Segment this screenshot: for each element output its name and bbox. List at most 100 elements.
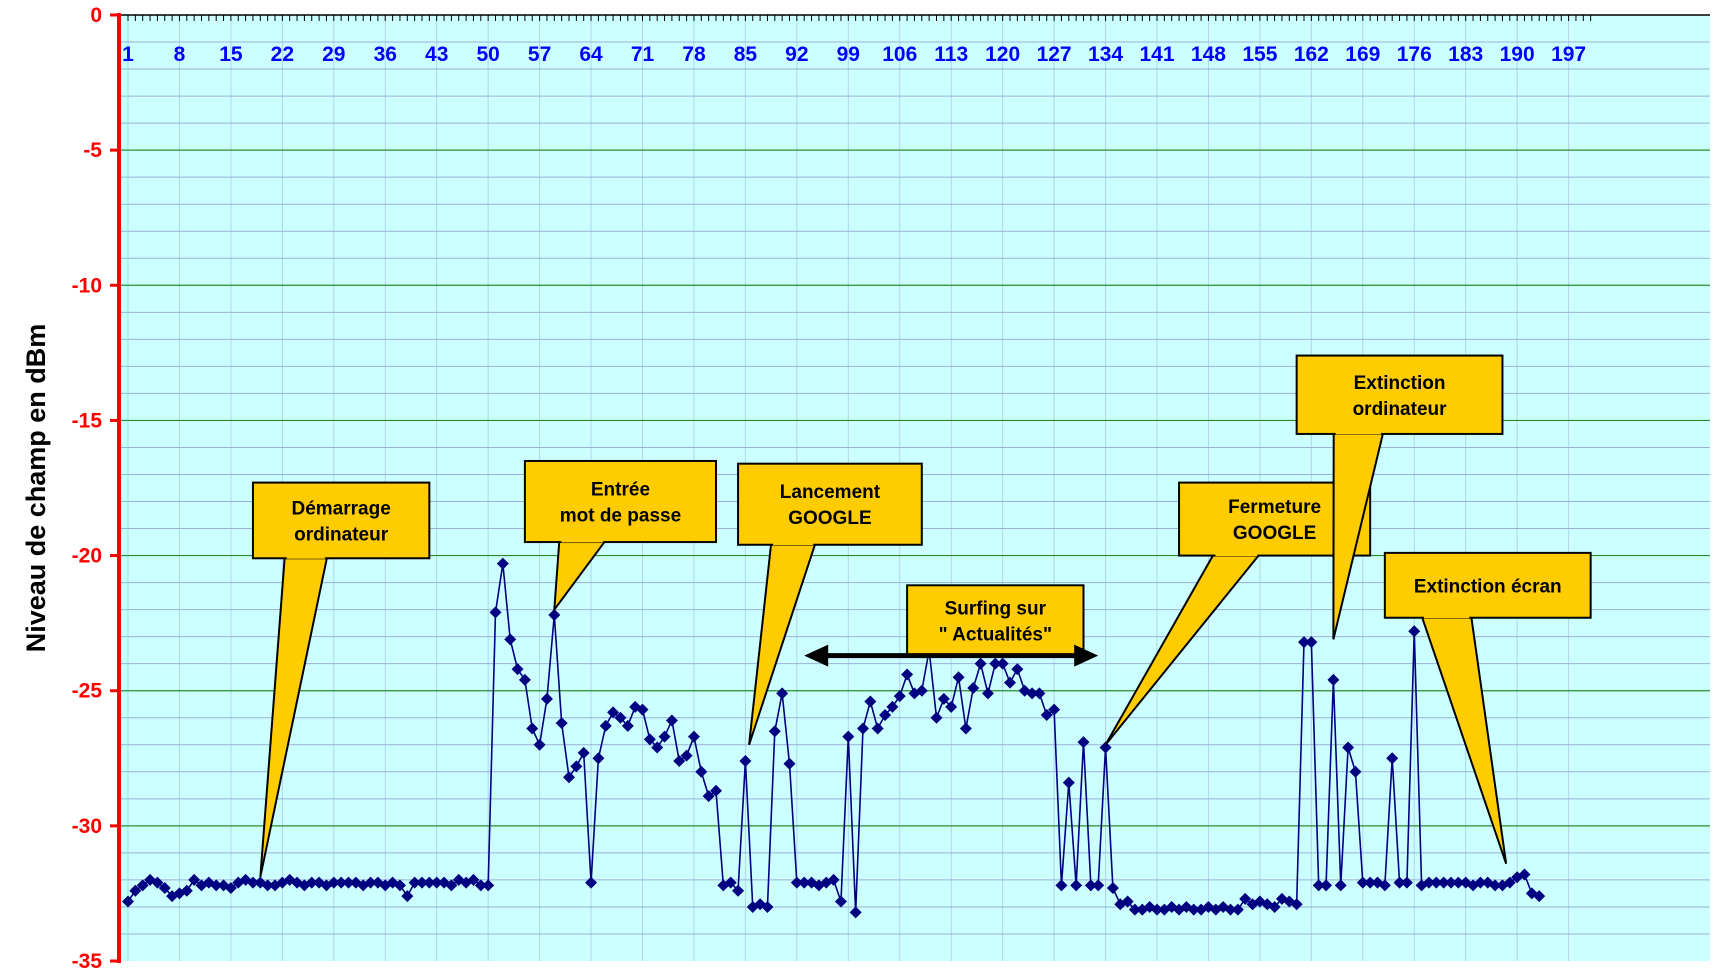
data-point [1084, 879, 1097, 892]
data-point [1305, 636, 1318, 649]
data-point [989, 657, 1002, 670]
arrow-head-right [1074, 644, 1099, 667]
data-point [151, 876, 164, 889]
data-point [335, 876, 348, 889]
data-point [1121, 895, 1134, 908]
data-point [342, 876, 355, 889]
data-point [548, 609, 561, 622]
data-point [393, 879, 406, 892]
data-point [136, 879, 149, 892]
callout-entree: Entrée mot de passe [523, 459, 718, 613]
data-point [1327, 673, 1340, 686]
data-point [592, 752, 605, 765]
data-point [680, 749, 693, 762]
data-point [776, 687, 789, 700]
data-point [526, 722, 539, 735]
data-point [1349, 765, 1362, 778]
series-line-group [122, 557, 1546, 919]
x-tick-label: 127 [1037, 43, 1072, 66]
data-point [122, 895, 134, 908]
data-point [959, 722, 972, 735]
data-point [1312, 879, 1325, 892]
data-point [614, 711, 627, 724]
data-point [1040, 709, 1053, 722]
data-point [1268, 900, 1281, 913]
data-point [996, 657, 1009, 670]
callout-text: Extinction [1354, 373, 1446, 394]
data-point [1422, 876, 1435, 889]
data-point [1378, 879, 1391, 892]
data-point [489, 606, 502, 619]
data-point [1430, 876, 1443, 889]
x-tick-label: 43 [425, 43, 448, 66]
callout-text: mot de passe [560, 506, 681, 527]
data-point [1437, 876, 1450, 889]
data-point [1474, 876, 1487, 889]
data-point [1151, 903, 1163, 916]
y-tick-label: -5 [83, 139, 102, 162]
data-point [1026, 687, 1039, 700]
x-tick-label: 99 [837, 43, 860, 66]
callout-demarrage: Démarrage ordinateur [251, 481, 431, 878]
x-tick-label: 57 [528, 43, 551, 66]
y-tick-label: -25 [72, 680, 103, 703]
data-point [533, 738, 546, 751]
data-point [651, 741, 664, 754]
data-point [658, 730, 671, 743]
x-tick-label: 197 [1551, 43, 1586, 66]
data-point [974, 657, 987, 670]
data-point [1400, 876, 1413, 889]
data-point [327, 876, 340, 889]
data-point [915, 684, 928, 697]
arrow-head-left [804, 644, 829, 667]
x-tick-label: 29 [322, 43, 345, 66]
data-point [246, 876, 259, 889]
x-tick-label: 85 [734, 43, 758, 66]
data-point [188, 873, 201, 886]
data-point [1408, 625, 1421, 638]
x-axis-tick-marks [127, 15, 1592, 21]
x-tick-label: 148 [1191, 43, 1226, 66]
y-tick-label: -20 [72, 545, 102, 568]
data-point [643, 733, 656, 746]
x-axis-ticks: 1 8 15 22 29 36 43 50 57 64 71 78 85 92 99 106 113 120 127… [122, 43, 1586, 66]
data-point [879, 709, 892, 722]
data-point [732, 884, 745, 897]
data-point [445, 879, 458, 892]
callout-box [251, 481, 431, 560]
data-point [1298, 636, 1310, 649]
x-tick-label: 141 [1139, 43, 1174, 66]
callout-box [523, 459, 718, 544]
data-point [1231, 903, 1244, 916]
y-axis-label: Niveau de champ en dBm [21, 324, 51, 653]
data-point [416, 876, 428, 889]
data-point [945, 700, 958, 713]
callout-lancement: Lancement GOOGLE [737, 462, 923, 746]
data-point [1004, 676, 1016, 689]
x-tick-label: 106 [882, 43, 917, 66]
x-tick-label: 92 [785, 43, 808, 66]
data-point [1342, 741, 1355, 754]
data-point [967, 682, 980, 695]
data-point [621, 719, 634, 732]
data-point [1055, 879, 1068, 892]
data-point [1033, 687, 1046, 700]
data-point [857, 722, 869, 735]
data-point [129, 884, 142, 897]
data-point [518, 673, 531, 686]
callout-box [1295, 354, 1504, 435]
data-point [864, 695, 877, 708]
data-point [1452, 876, 1465, 889]
callout-text: Extinction écran [1414, 576, 1562, 597]
data-point [1099, 741, 1112, 754]
data-point [555, 717, 568, 730]
data-point [1489, 879, 1502, 892]
x-tick-label: 50 [476, 43, 499, 66]
data-point [1106, 882, 1119, 895]
data-point [585, 876, 598, 889]
data-point [570, 760, 583, 773]
data-point [665, 714, 678, 727]
y-tick-label: -10 [72, 274, 102, 297]
data-point [886, 700, 899, 713]
callout-text: GOOGLE [1233, 523, 1316, 544]
